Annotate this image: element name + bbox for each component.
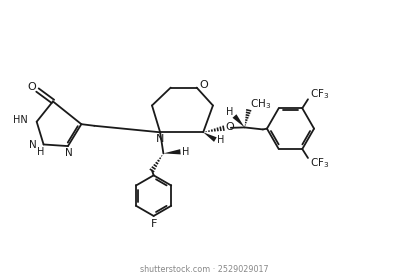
Text: O: O	[27, 82, 36, 92]
Text: H: H	[226, 107, 233, 117]
Text: N: N	[156, 134, 165, 144]
Text: F: F	[151, 219, 157, 229]
Text: N: N	[65, 148, 73, 158]
Text: shutterstock.com · 2529029017: shutterstock.com · 2529029017	[140, 265, 268, 274]
Text: H: H	[182, 147, 189, 157]
Polygon shape	[203, 132, 217, 142]
Text: CH$_3$: CH$_3$	[250, 97, 271, 111]
Text: H: H	[37, 147, 44, 157]
Text: O: O	[226, 122, 234, 132]
Text: HN: HN	[13, 115, 28, 125]
Text: N: N	[29, 140, 37, 150]
Text: O: O	[200, 80, 208, 90]
Text: H: H	[217, 135, 224, 145]
Polygon shape	[163, 149, 181, 154]
Text: CF$_3$: CF$_3$	[310, 88, 329, 101]
Text: CF$_3$: CF$_3$	[310, 156, 329, 170]
Polygon shape	[233, 114, 245, 127]
